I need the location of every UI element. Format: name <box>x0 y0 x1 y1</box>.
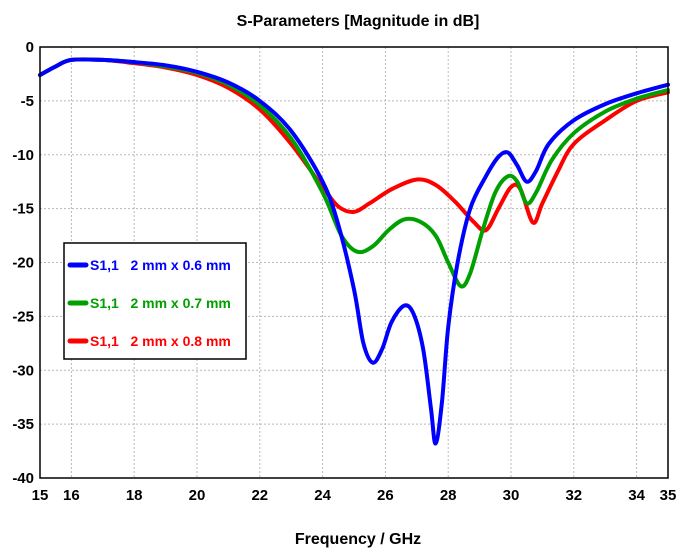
x-tick-label: 15 <box>32 487 49 504</box>
x-axis-label: Frequency / GHz <box>295 531 421 548</box>
y-tick-label: -35 <box>12 416 34 433</box>
x-tick-label: 30 <box>503 487 520 504</box>
y-tick-label: -20 <box>12 255 34 272</box>
x-tick-label: 20 <box>189 487 206 504</box>
y-axis-ticks: 0 -5 -10 -15 -20 -25 -30 -35 -40 <box>12 39 34 487</box>
y-tick-label: -30 <box>12 362 34 379</box>
x-axis-ticks: 15 16 18 20 22 24 26 28 30 32 34 35 <box>32 487 676 504</box>
x-tick-label: 26 <box>377 487 394 504</box>
y-tick-label: -15 <box>12 201 34 218</box>
chart-title: S-Parameters [Magnitude in dB] <box>237 13 480 30</box>
x-tick-label: 32 <box>565 487 582 504</box>
legend-entry-label: S1,1 2 mm x 0.6 mm <box>90 257 231 273</box>
y-tick-label: 0 <box>26 39 34 56</box>
legend-entry-label: S1,1 2 mm x 0.8 mm <box>90 333 231 349</box>
y-tick-label: -10 <box>12 147 34 164</box>
x-tick-label: 35 <box>660 487 676 504</box>
y-tick-label: -5 <box>21 93 34 110</box>
x-tick-label: 28 <box>440 487 457 504</box>
x-tick-label: 22 <box>251 487 268 504</box>
legend[interactable]: S1,1 2 mm x 0.6 mm S1,1 2 mm x 0.7 mm S1,1… <box>64 243 246 359</box>
legend-entry-label: S1,1 2 mm x 0.7 mm <box>90 295 231 311</box>
x-tick-label: 34 <box>628 487 645 504</box>
y-tick-label: -40 <box>12 470 34 487</box>
x-tick-label: 16 <box>63 487 80 504</box>
x-tick-label: 18 <box>126 487 143 504</box>
y-tick-label: -25 <box>12 308 34 325</box>
x-tick-label: 24 <box>314 487 331 504</box>
